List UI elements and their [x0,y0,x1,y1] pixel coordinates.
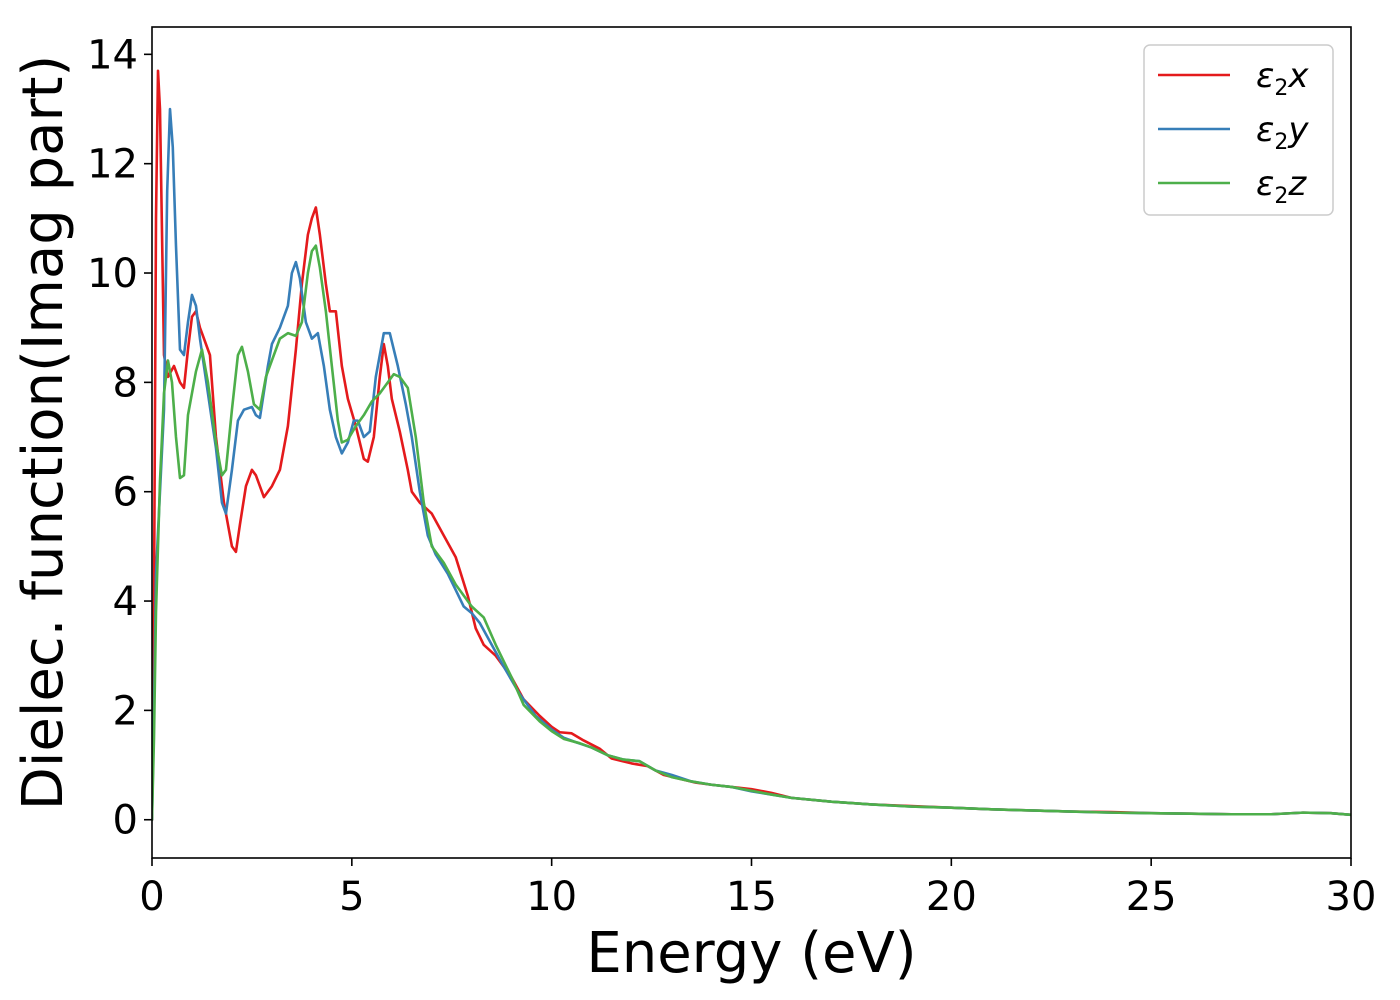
y-tick-label: 14 [87,32,138,78]
y-tick-label: 12 [87,142,138,188]
y-axis-title: Dielec. function(Imag part) [11,55,76,811]
y-tick-label: 0 [113,798,138,844]
series-group [152,69,1351,822]
x-tick-label: 20 [926,874,977,920]
y-tick-label: 2 [113,688,138,734]
plot-area [152,69,1351,822]
x-tick-label: 30 [1326,874,1377,920]
x-axis-title: Energy (eV) [586,921,916,986]
x-tick-label: 0 [139,874,164,920]
legend-label-2: ε2y [1256,110,1309,155]
legend-box [1143,44,1334,216]
y-tick-label: 4 [113,579,138,625]
series-line-3 [152,244,1351,822]
x-tick-label: 25 [1126,874,1177,920]
legend: ε2x ε2y ε2z [1143,44,1334,216]
axes: 0 5 10 15 20 25 30 0 2 4 6 8 10 12 14 [87,26,1377,920]
x-tick-label: 15 [726,874,777,920]
y-tick-label: 6 [113,470,138,516]
x-tick-label: 5 [339,874,364,920]
y-tick-label: 8 [113,360,138,406]
legend-label-1: ε2x [1256,56,1309,101]
legend-label-3: ε2z [1256,164,1307,209]
x-tick-label: 10 [526,874,577,920]
y-tick-label: 10 [87,251,138,297]
